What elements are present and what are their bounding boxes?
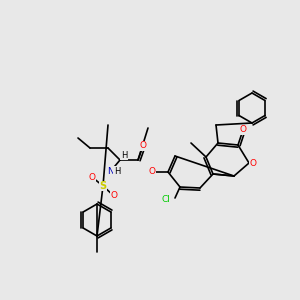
Text: O: O [239,125,247,134]
Text: O: O [250,160,256,169]
Text: O: O [110,191,118,200]
Text: O: O [148,167,155,176]
Text: O: O [140,142,146,151]
Text: N: N [106,167,113,176]
Text: O: O [88,172,95,182]
Text: S: S [99,181,106,191]
Text: H: H [121,151,127,160]
Text: H: H [114,167,120,176]
Text: Cl: Cl [162,196,170,205]
